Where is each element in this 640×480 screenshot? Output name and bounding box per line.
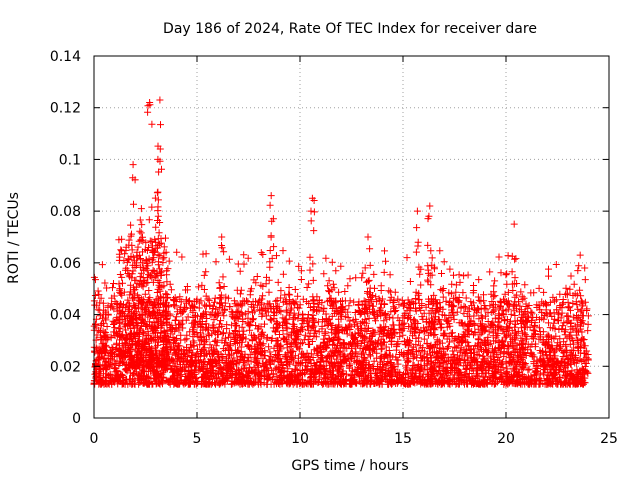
x-tick-label: 5 — [193, 431, 202, 447]
y-tick-label: 0.04 — [50, 308, 81, 324]
x-tick-label: 10 — [291, 431, 309, 447]
x-axis-label: GPS time / hours — [291, 458, 408, 474]
x-tick-label: 20 — [497, 431, 515, 447]
y-tick-label: 0.12 — [50, 101, 81, 117]
x-tick-label: 0 — [90, 431, 99, 447]
y-axis-label: ROTI / TECUs — [6, 192, 22, 284]
y-tick-label: 0.02 — [50, 359, 81, 375]
chart-title: Day 186 of 2024, Rate Of TEC Index for r… — [163, 21, 537, 37]
x-tick-label: 15 — [394, 431, 412, 447]
plot-frame — [93, 55, 610, 419]
grid — [94, 56, 609, 418]
y-tick-label: 0 — [72, 411, 81, 427]
x-axis: 0 5 10 15 20 25 — [90, 56, 618, 447]
y-tick-label: 0.14 — [50, 49, 81, 65]
data-points — [90, 96, 592, 388]
y-tick-label: 0.1 — [59, 152, 81, 168]
x-tick-label: 25 — [600, 431, 618, 447]
roti-series-markers — [90, 96, 592, 388]
y-tick-label: 0.08 — [50, 204, 81, 220]
y-axis: 0 0.02 0.04 0.06 0.08 0.1 0.12 0.14 — [50, 49, 609, 427]
y-tick-label: 0.06 — [50, 256, 81, 272]
